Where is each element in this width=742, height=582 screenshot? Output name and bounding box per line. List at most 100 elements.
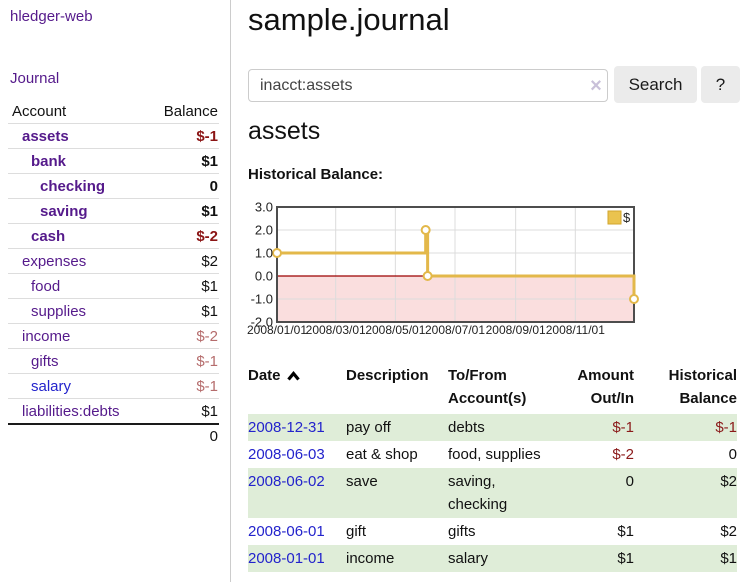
account-row: checking 0: [8, 173, 219, 198]
register-table: Date Description To/From Account(s) Amou…: [248, 362, 737, 572]
x-axis-tick-label: 2008/09/01: [486, 323, 546, 337]
legend-swatch: [607, 210, 622, 225]
account-row: bank $1: [8, 148, 219, 173]
transaction-amount: $1: [617, 550, 634, 567]
account-row: cash $-2: [8, 223, 219, 248]
account-balance: 0: [209, 177, 218, 195]
account-row: food $1: [8, 273, 219, 298]
account-row: income $-2: [8, 323, 219, 348]
transaction-amount: $-1: [612, 419, 634, 436]
transaction-date-cell: 2008-06-01: [248, 518, 346, 545]
col-header-date-label: Date: [248, 367, 281, 384]
transaction-date-link[interactable]: 2008-12-31: [248, 419, 325, 436]
y-axis-tick-label: 3.0: [255, 201, 273, 215]
transaction-balance: $2: [720, 523, 737, 540]
account-balance: $1: [201, 302, 218, 320]
balance-column-header: Balance: [163, 103, 218, 120]
transaction-date-cell: 2008-12-31: [248, 414, 346, 441]
clear-search-icon[interactable]: ×: [590, 75, 602, 97]
total-balance: 0: [209, 428, 218, 445]
table-row: 2008-01-01 income salary $1 $1: [248, 545, 737, 572]
x-axis-tick-label: 2008/07/01: [425, 323, 485, 337]
account-link[interactable]: expenses: [22, 252, 87, 270]
account-tree-header: Account Balance: [8, 100, 219, 123]
account-link[interactable]: gifts: [31, 352, 59, 370]
account-balance: $1: [201, 152, 218, 170]
account-balance: $-1: [196, 352, 218, 370]
sort-ascending-icon: [286, 371, 300, 381]
app-title-link[interactable]: hledger-web: [10, 8, 93, 25]
table-row: 2008-12-31 pay off debts $-1 $-1: [248, 414, 737, 441]
sidebar-item-journal[interactable]: Journal: [10, 70, 60, 87]
transaction-date-cell: 2008-01-01: [248, 545, 346, 572]
account-row: assets $-1: [8, 123, 219, 148]
main-content: sample.journal × Search ? assets Histori…: [247, 0, 742, 582]
transaction-accounts: debts: [448, 419, 485, 436]
account-link[interactable]: salary: [31, 377, 72, 395]
account-tree: Account Balance assets $-1 bank $1 checking 0…: [8, 100, 219, 448]
y-axis-tick-label: 0.0: [255, 269, 273, 284]
sidebar: hledger-web Journal Account Balance asse…: [0, 0, 230, 582]
search-input[interactable]: [248, 69, 608, 102]
account-link[interactable]: liabilities:debts: [22, 402, 120, 420]
account-link[interactable]: bank: [31, 152, 67, 170]
transaction-date-cell: 2008-06-02: [248, 468, 346, 518]
col-header-date[interactable]: Date: [248, 362, 346, 414]
account-link[interactable]: food: [31, 277, 61, 295]
account-tree-total-row: 0: [8, 423, 219, 448]
account-link[interactable]: cash: [31, 227, 66, 245]
account-link[interactable]: income: [22, 327, 71, 345]
account-row: saving $1: [8, 198, 219, 223]
x-axis-tick-label: 2008/01/01: [247, 323, 307, 337]
col-header-balance: Historical Balance: [668, 367, 737, 407]
y-axis-tick-label: -1.0: [251, 292, 273, 307]
data-point-marker: [629, 294, 639, 304]
account-balance: $1: [201, 402, 218, 420]
transaction-date-link[interactable]: 2008-06-03: [248, 446, 325, 463]
transaction-accounts: gifts: [448, 523, 476, 540]
y-axis-tick-label: -2.0: [251, 315, 273, 330]
account-balance: $-2: [196, 227, 218, 245]
transaction-date-link[interactable]: 2008-06-02: [248, 473, 325, 490]
transaction-amount: 0: [625, 473, 634, 490]
account-heading: assets: [248, 117, 321, 145]
data-point-marker: [420, 225, 431, 235]
transaction-description: gift: [346, 523, 367, 540]
page-title: sample.journal: [248, 2, 450, 37]
sidebar-divider: [230, 0, 231, 582]
x-axis-tick-label: 2008/05/01: [365, 323, 425, 337]
account-link[interactable]: checking: [40, 177, 106, 195]
account-row: supplies $1: [8, 298, 219, 323]
account-row: gifts $-1: [8, 348, 219, 373]
transaction-date-cell: 2008-06-03: [248, 441, 346, 468]
account-row: expenses $2: [8, 248, 219, 273]
col-header-description: Description: [346, 367, 429, 384]
transaction-description: income: [346, 550, 395, 567]
transaction-amount: $-2: [612, 446, 634, 463]
col-header-accounts: To/From Account(s): [448, 367, 527, 407]
chart-title: Historical Balance:: [248, 166, 384, 183]
account-link[interactable]: saving: [40, 202, 88, 220]
register-header-row: Date Description To/From Account(s) Amou…: [248, 362, 737, 414]
account-link[interactable]: assets: [22, 127, 69, 145]
transaction-date-link[interactable]: 2008-06-01: [248, 523, 325, 540]
account-tree-body: assets $-1 bank $1 checking 0 saving $1 cash $-2 e…: [8, 123, 219, 423]
account-balance: $-1: [196, 377, 218, 395]
transaction-balance: $2: [720, 473, 737, 490]
account-balance: $1: [201, 277, 218, 295]
account-row: salary $-1: [8, 373, 219, 398]
transaction-description: save: [346, 473, 378, 490]
transaction-amount: $1: [617, 523, 634, 540]
transaction-date-link[interactable]: 2008-01-01: [248, 550, 325, 567]
data-point-marker: [422, 271, 433, 281]
col-header-amount: Amount Out/In: [577, 367, 634, 407]
account-balance: $1: [201, 202, 218, 220]
account-column-header: Account: [12, 103, 67, 120]
x-axis-tick-label: 2008/11/01: [546, 323, 605, 337]
y-axis-tick-label: 2.0: [255, 223, 273, 238]
search-button[interactable]: Search: [614, 66, 697, 103]
account-link[interactable]: supplies: [31, 302, 87, 320]
transaction-balance: 0: [728, 446, 737, 463]
help-button[interactable]: ?: [701, 66, 740, 103]
